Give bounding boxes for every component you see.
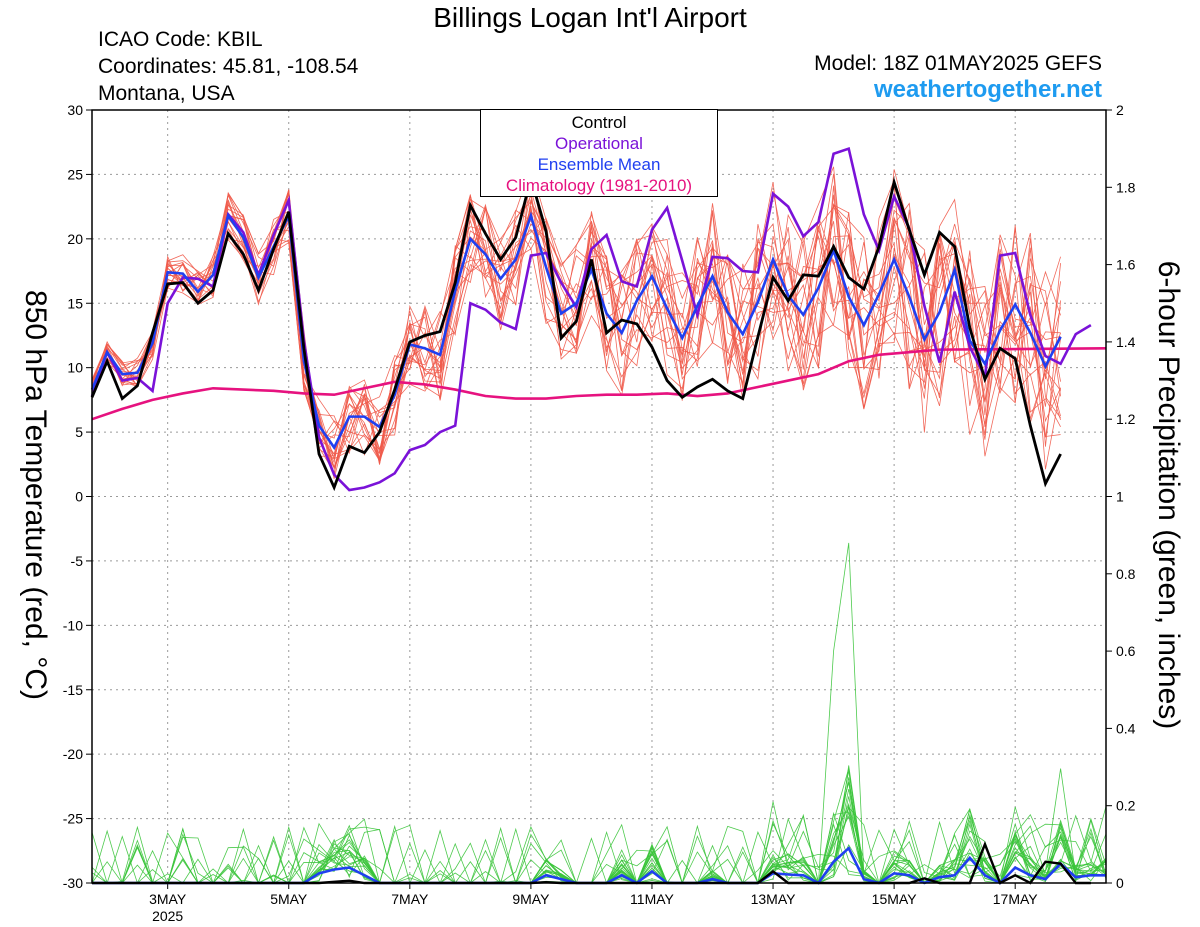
x-tick-label: 13MAY [751, 891, 797, 907]
y-right-tick-label: 2 [1116, 102, 1124, 118]
y-right-tick-label: 1.4 [1116, 334, 1136, 350]
temp-member-line [91, 189, 1061, 476]
precip-member-line [92, 768, 1107, 885]
y-left-tick-label: -25 [63, 811, 83, 827]
y-left-tick-label: 5 [75, 424, 83, 440]
y-left-tick-label: 15 [67, 295, 83, 311]
y-left-tick-label: 30 [67, 102, 83, 118]
chart-title: Billings Logan Int'l Airport [433, 2, 747, 33]
legend-climatology: Climatology (1981-2010) [505, 176, 693, 195]
model-run: Model: 18Z 01MAY2025 GEFS [814, 52, 1102, 75]
temp-member-line [91, 169, 1061, 474]
legend-control: Control [571, 113, 627, 132]
region: Montana, USA [98, 82, 235, 105]
precip-member-line [91, 770, 1107, 884]
x-tick-label: 3MAY [149, 891, 187, 907]
y-right-tick-label: 1.6 [1116, 257, 1136, 273]
y-axis-left-label: 850 hPa Temperature (red, °C) [19, 290, 52, 700]
control-line [90, 172, 1062, 492]
temp-member-line [91, 194, 1061, 469]
legend: Control Operational Ensemble Mean Climat… [480, 109, 718, 197]
y-left-tick-label: 10 [67, 360, 83, 376]
temp-member-line [91, 192, 1061, 469]
y-right-tick-label: 0.2 [1116, 798, 1136, 814]
y-right-tick-label: 1.2 [1116, 411, 1136, 427]
x-tick-sublabel: 2025 [152, 908, 183, 924]
y-left-tick-label: -30 [63, 875, 83, 891]
y-right-tick-label: 0.8 [1116, 566, 1136, 582]
x-tick-label: 17MAY [993, 891, 1039, 907]
y-right-tick-label: 0 [1116, 875, 1124, 891]
x-tick-label: 9MAY [512, 891, 550, 907]
temp-member-line [91, 179, 1061, 464]
website-label: weathertogether.net [873, 76, 1102, 103]
y-right-tick-label: 1 [1116, 489, 1124, 505]
y-left-tick-label: 25 [67, 166, 83, 182]
precip-member-line [92, 811, 1107, 884]
precip-member-line [92, 765, 1107, 884]
x-tick-label: 5MAY [270, 891, 308, 907]
y-left-tick-label: -15 [63, 682, 83, 698]
x-tick-label: 7MAY [391, 891, 429, 907]
legend-operational: Operational [555, 134, 643, 153]
y-left-tick-label: -10 [63, 617, 83, 633]
precip-member-line [91, 768, 1107, 884]
operational-line [90, 146, 1092, 492]
x-tick-label: 11MAY [630, 891, 674, 907]
icao-code: ICAO Code: KBIL [98, 28, 263, 51]
y-right-tick-label: 1.8 [1116, 179, 1136, 195]
coordinates: Coordinates: 45.81, -108.54 [98, 55, 359, 78]
y-left-tick-label: -20 [63, 746, 83, 762]
legend-ensemble-mean: Ensemble Mean [537, 155, 661, 174]
precip-member-line [92, 788, 1107, 884]
y-left-tick-label: -5 [71, 553, 84, 569]
y-axis-right-label: 6-hour Precipitation (green, inches) [1152, 260, 1185, 730]
y-right-tick-label: 0.4 [1116, 720, 1136, 736]
climatology-line [91, 347, 1107, 421]
ensemble-mean-line [90, 211, 1062, 451]
y-left-tick-label: 0 [75, 489, 83, 505]
y-left-tick-label: 20 [67, 231, 83, 247]
x-tick-label: 15MAY [872, 891, 918, 907]
y-right-tick-label: 0.6 [1116, 643, 1136, 659]
